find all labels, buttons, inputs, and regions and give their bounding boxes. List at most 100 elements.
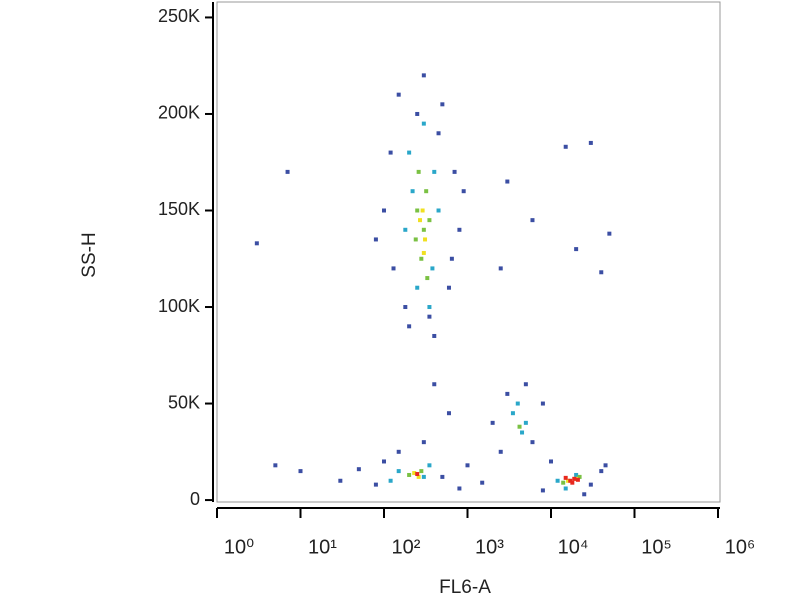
point	[419, 469, 424, 474]
point	[568, 478, 573, 483]
point	[452, 169, 457, 174]
x-tick-label: 10⁵	[641, 536, 672, 558]
point	[480, 480, 485, 485]
point	[396, 469, 401, 474]
point	[415, 111, 420, 116]
point	[574, 247, 579, 252]
point	[570, 480, 575, 485]
point	[427, 305, 432, 310]
point	[421, 440, 426, 445]
point	[582, 492, 587, 497]
point	[418, 218, 423, 223]
point	[373, 237, 378, 242]
point	[540, 401, 545, 406]
point	[505, 179, 510, 184]
point	[588, 140, 593, 145]
point	[407, 150, 412, 155]
y-tick-label: 250K	[158, 6, 200, 26]
point	[555, 478, 560, 483]
point	[421, 474, 426, 479]
point	[407, 472, 412, 477]
point	[523, 420, 528, 425]
point	[425, 276, 430, 281]
point	[421, 73, 426, 78]
point	[432, 382, 437, 387]
point	[599, 270, 604, 275]
point	[510, 411, 515, 416]
point	[446, 411, 451, 416]
point	[599, 469, 604, 474]
point	[549, 459, 553, 464]
point	[373, 482, 378, 487]
plot-frame	[216, 1, 721, 503]
point	[498, 449, 503, 454]
point	[338, 478, 343, 483]
point	[490, 420, 495, 425]
point	[382, 208, 386, 213]
point	[403, 305, 408, 310]
point	[413, 237, 418, 242]
point	[566, 478, 571, 483]
point	[391, 266, 396, 271]
point	[575, 477, 580, 482]
point	[432, 169, 437, 174]
point	[465, 463, 470, 468]
point	[421, 121, 426, 126]
point	[577, 474, 582, 479]
point	[356, 467, 361, 472]
point	[420, 208, 425, 213]
y-axis-title: SS-H	[79, 232, 100, 277]
point	[396, 449, 401, 454]
x-tick-label: 10¹	[308, 536, 337, 558]
point	[530, 440, 535, 445]
point	[540, 488, 545, 493]
point	[517, 424, 522, 429]
point	[388, 150, 393, 155]
point	[457, 227, 462, 232]
point	[436, 208, 441, 213]
point	[446, 285, 451, 290]
point	[563, 486, 568, 491]
point	[403, 227, 408, 232]
point	[427, 314, 432, 319]
point	[412, 471, 417, 476]
point	[440, 102, 445, 107]
point	[382, 459, 386, 464]
point	[457, 486, 462, 491]
point	[298, 469, 303, 474]
point	[421, 227, 426, 232]
point	[461, 189, 466, 194]
point	[449, 256, 454, 261]
y-tick-label: 200K	[158, 103, 200, 123]
y-tick-label: 0	[190, 489, 200, 509]
point	[530, 218, 535, 223]
point	[432, 333, 437, 338]
point	[561, 480, 566, 485]
x-tick-label: 10²	[392, 536, 421, 558]
point	[416, 474, 421, 479]
point	[574, 472, 579, 477]
x-tick-label: 10³	[475, 536, 504, 558]
point	[285, 169, 290, 174]
point	[520, 430, 525, 435]
point	[423, 237, 428, 242]
point	[588, 482, 593, 487]
point	[498, 266, 503, 271]
point	[407, 324, 412, 329]
point	[388, 478, 393, 483]
point	[273, 463, 278, 468]
point	[563, 144, 568, 149]
x-tick-label: 10⁶	[725, 536, 755, 558]
point	[410, 189, 415, 194]
x-tick-label: 10⁰	[224, 536, 254, 558]
point	[254, 241, 259, 246]
point	[427, 218, 432, 223]
point	[419, 256, 424, 261]
point	[415, 472, 420, 477]
point	[523, 382, 528, 387]
point	[607, 231, 612, 236]
y-tick-label: 50K	[168, 392, 200, 412]
x-axis-title: FL6-A	[439, 577, 491, 598]
point	[436, 131, 441, 136]
